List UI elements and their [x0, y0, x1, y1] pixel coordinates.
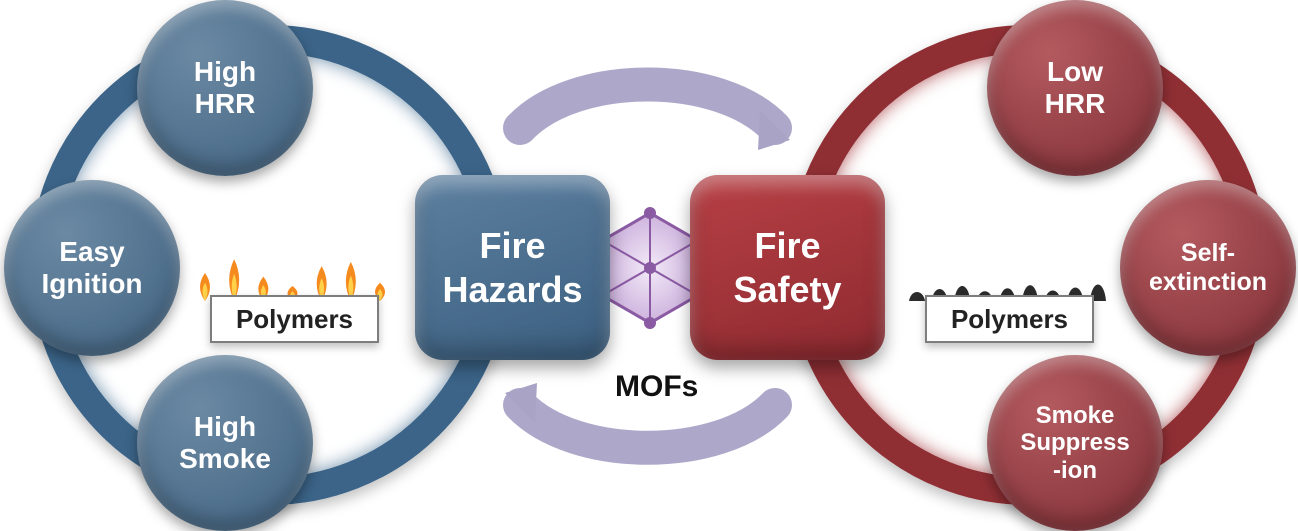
bubble-smoke-suppression: SmokeSuppress-ion — [987, 355, 1163, 531]
bubble-easy-ignition: EasyIgnition — [4, 180, 180, 356]
mofs-text: MOFs — [615, 370, 698, 403]
bubble-high-hrr: HighHRR — [137, 0, 313, 176]
fire-hazards-label: FireHazards — [442, 224, 582, 310]
bubble-high-smoke: HighSmoke — [137, 355, 313, 531]
bubble-high-hrr-label: HighHRR — [194, 56, 256, 120]
fire-hazards-block: FireHazards — [415, 175, 610, 360]
mof-icon — [596, 207, 703, 329]
bubble-low-hrr-label: LowHRR — [1045, 56, 1106, 120]
bubble-self-extinction: Self-extinction — [1120, 180, 1296, 356]
fire-safety-label: FireSafety — [733, 224, 841, 310]
polymer-flame-icon — [190, 221, 395, 301]
fire-safety-block: FireSafety — [690, 175, 885, 360]
polymer-left-text: Polymers — [236, 304, 353, 335]
polymer-char-icon — [905, 246, 1110, 301]
polymer-label-right: Polymers — [925, 295, 1094, 343]
bubble-easy-ignition-label: EasyIgnition — [41, 236, 142, 300]
bubble-self-extinction-label: Self-extinction — [1149, 239, 1267, 297]
polymer-right-text: Polymers — [951, 304, 1068, 335]
bubble-high-smoke-label: HighSmoke — [179, 411, 271, 475]
polymer-label-left: Polymers — [210, 295, 379, 343]
bubble-smoke-suppression-label: SmokeSuppress-ion — [1020, 402, 1129, 485]
bubble-low-hrr: LowHRR — [987, 0, 1163, 176]
diagram-root: { "canvas": { "w": 1298, "h": 531, "bg":… — [0, 0, 1298, 531]
mofs-label: MOFs — [615, 370, 698, 404]
